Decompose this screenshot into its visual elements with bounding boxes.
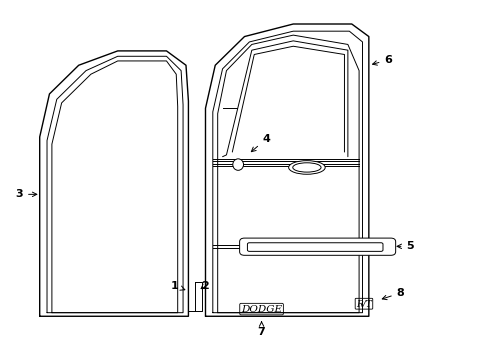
- Text: 8: 8: [382, 288, 404, 300]
- Text: 5: 5: [396, 241, 413, 251]
- Text: 6: 6: [372, 55, 391, 65]
- Text: 3: 3: [16, 189, 37, 199]
- FancyBboxPatch shape: [239, 238, 395, 255]
- Text: 2: 2: [200, 281, 208, 291]
- Ellipse shape: [288, 161, 325, 174]
- Text: DODGE: DODGE: [241, 305, 282, 314]
- Text: R/T: R/T: [355, 299, 371, 308]
- Text: 4: 4: [251, 134, 270, 152]
- Text: 7: 7: [257, 321, 265, 337]
- Ellipse shape: [232, 159, 243, 170]
- Text: 1: 1: [170, 281, 184, 291]
